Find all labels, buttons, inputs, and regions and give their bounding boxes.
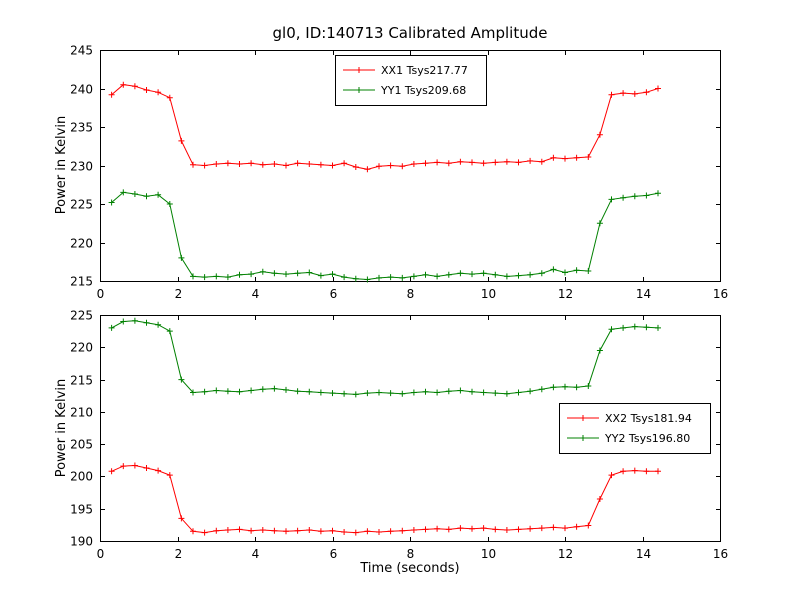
y-tick-label: 240	[70, 83, 93, 97]
legend-label: YY2 Tsys196.80	[604, 432, 690, 445]
y-tick-label: 220	[70, 237, 93, 251]
subplot-top: 0 2 4 6 8 10 12 14 16 215 220 225 230 235 240 245 XX1 Ts…	[70, 44, 728, 302]
y-tick-label: 230	[70, 160, 93, 174]
x-tick-label: 6	[330, 287, 338, 301]
x-tick-label: 2	[175, 287, 183, 301]
ylabel-top: Power in Kelvin	[54, 115, 69, 215]
x-tick-label: 10	[481, 287, 496, 301]
y-tick-label: 200	[70, 470, 93, 484]
y-tick-label: 215	[70, 275, 93, 289]
series-line	[111, 191, 659, 281]
x-tick-label: 2	[175, 547, 183, 561]
series-markers	[108, 81, 661, 173]
x-tick-label: 0	[97, 287, 105, 301]
subplot-bottom: 0 2 4 6 8 10 12 14 16 190 195 200 205 210 215 220 225 XX2…	[70, 309, 728, 562]
series-line	[111, 320, 659, 395]
axes-frame	[100, 50, 721, 282]
x-tick-label: 0	[97, 547, 105, 561]
x-tick-label: 12	[558, 547, 573, 561]
axes-frame	[100, 315, 721, 542]
y-tick-label: 215	[70, 374, 93, 388]
x-tick-label: 4	[252, 287, 260, 301]
y-tick-label: 195	[70, 503, 93, 517]
x-tick-label: 4	[252, 547, 260, 561]
ylabel-bottom: Power in Kelvin	[54, 378, 69, 478]
xlabel: Time (seconds)	[360, 561, 460, 576]
x-tick-label: 16	[713, 547, 728, 561]
y-tick-label: 235	[70, 121, 93, 135]
series-line	[111, 464, 658, 534]
legend-marker	[580, 415, 586, 421]
legend-label: XX2 Tsys181.94	[605, 412, 692, 425]
x-tick-label: 8	[407, 287, 415, 301]
y-tick-label: 220	[70, 341, 93, 355]
y-tick-label: 245	[70, 44, 93, 58]
legend-label: YY1 Tsys209.68	[380, 84, 466, 97]
legend-marker	[356, 67, 362, 73]
x-tick-label: 14	[636, 547, 651, 561]
x-tick-label: 6	[330, 547, 338, 561]
x-tick-label: 14	[636, 287, 651, 301]
y-tick-label: 225	[70, 198, 93, 212]
series-markers	[108, 317, 661, 398]
ticks	[100, 50, 721, 282]
series-markers	[108, 462, 661, 536]
y-tick-label: 205	[70, 438, 93, 452]
legend-marker	[356, 87, 362, 93]
ticks	[100, 315, 721, 542]
y-tick-label: 210	[70, 406, 93, 420]
figure-title: gl0, ID:140713 Calibrated Amplitude	[272, 24, 548, 42]
legend-marker	[580, 435, 586, 441]
legend-label: XX1 Tsys217.77	[381, 64, 468, 77]
x-tick-label: 8	[407, 547, 415, 561]
y-tick-label: 225	[70, 309, 93, 323]
x-tick-label: 12	[558, 287, 573, 301]
legend-box	[335, 55, 487, 106]
legend-box	[559, 403, 711, 454]
legend: XX2 Tsys181.94 YY2 Tsys196.80	[559, 403, 711, 454]
y-tick-label: 190	[70, 535, 93, 549]
series-markers	[108, 189, 661, 283]
legend: XX1 Tsys217.77 YY1 Tsys209.68	[335, 55, 487, 106]
x-tick-label: 10	[481, 547, 496, 561]
x-tick-label: 16	[713, 287, 728, 301]
